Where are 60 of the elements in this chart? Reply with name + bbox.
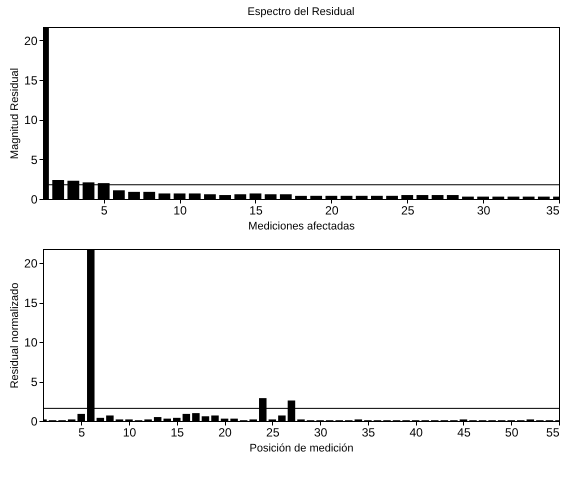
bar [280, 194, 292, 199]
x-tick-label: 10 [173, 204, 188, 218]
bar [112, 190, 125, 199]
y-tick-label: 0 [30, 414, 38, 428]
bar [432, 195, 444, 199]
bar [128, 192, 140, 199]
x-tick-label: 20 [325, 204, 339, 218]
y-tick-label: 5 [30, 152, 38, 167]
x-tick-label: 45 [457, 426, 471, 440]
x-tick-label: 5 [100, 204, 108, 218]
y-axis-title: Residual normalizado [9, 282, 22, 388]
x-tick-label: 10 [122, 426, 136, 440]
y-tick-label: 5 [30, 375, 38, 390]
bar [202, 416, 210, 421]
x-tick-label: 30 [314, 426, 328, 440]
x-tick-label: 30 [476, 204, 491, 218]
bar [446, 195, 459, 199]
y-tick-label: 20 [24, 256, 38, 271]
chart-title: Espectro del Residual [247, 6, 355, 18]
x-tick-label: 35 [362, 426, 376, 440]
y-tick-label: 0 [30, 192, 38, 206]
bar [386, 196, 398, 199]
bar [188, 193, 201, 199]
x-tick-label: 40 [409, 426, 424, 440]
bar [310, 196, 322, 199]
bar [219, 195, 232, 199]
bar [96, 418, 104, 421]
x-tick-label: 25 [266, 426, 280, 440]
x-axis-title: Mediciones afectadas [248, 220, 356, 232]
bar [264, 194, 277, 199]
x-axis-title: Posición de medición [250, 442, 354, 454]
bar [158, 193, 170, 199]
bar [234, 194, 246, 199]
bar [278, 415, 286, 421]
bar [204, 194, 216, 199]
bar [416, 195, 428, 199]
bar [370, 196, 383, 199]
bar [154, 417, 162, 421]
y-tick-label: 10 [24, 336, 38, 350]
y-tick-label: 15 [24, 74, 38, 88]
bar [356, 196, 368, 199]
x-tick-label: 50 [505, 426, 519, 440]
bar [340, 196, 352, 199]
bar [295, 196, 307, 199]
x-tick-label: 55 [546, 426, 560, 440]
x-tick-label: 35 [546, 204, 560, 218]
x-tick-label: 20 [218, 426, 232, 440]
bar [106, 415, 114, 421]
bar [143, 192, 156, 199]
y-tick-label: 10 [24, 113, 38, 128]
y-axis-title: Magnitud Residual [9, 68, 22, 160]
bar [211, 415, 219, 421]
bar [192, 413, 200, 421]
x-tick-label: 15 [170, 426, 184, 440]
x-tick-label: 5 [78, 426, 86, 440]
x-tick-label: 15 [249, 204, 263, 218]
x-tick-label: 25 [401, 204, 415, 218]
y-tick-label: 15 [24, 296, 38, 310]
y-tick-label: 20 [24, 34, 38, 48]
bar [182, 414, 190, 421]
